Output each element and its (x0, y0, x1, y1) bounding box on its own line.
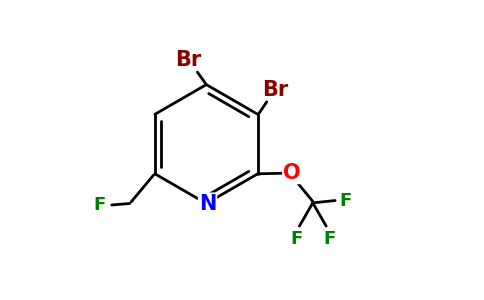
Text: Br: Br (262, 80, 289, 100)
Text: F: F (93, 196, 106, 214)
Text: O: O (283, 163, 301, 183)
Text: F: F (340, 191, 352, 209)
Text: N: N (199, 194, 216, 214)
Text: Br: Br (175, 50, 202, 70)
Text: F: F (290, 230, 302, 248)
Text: F: F (323, 230, 335, 248)
